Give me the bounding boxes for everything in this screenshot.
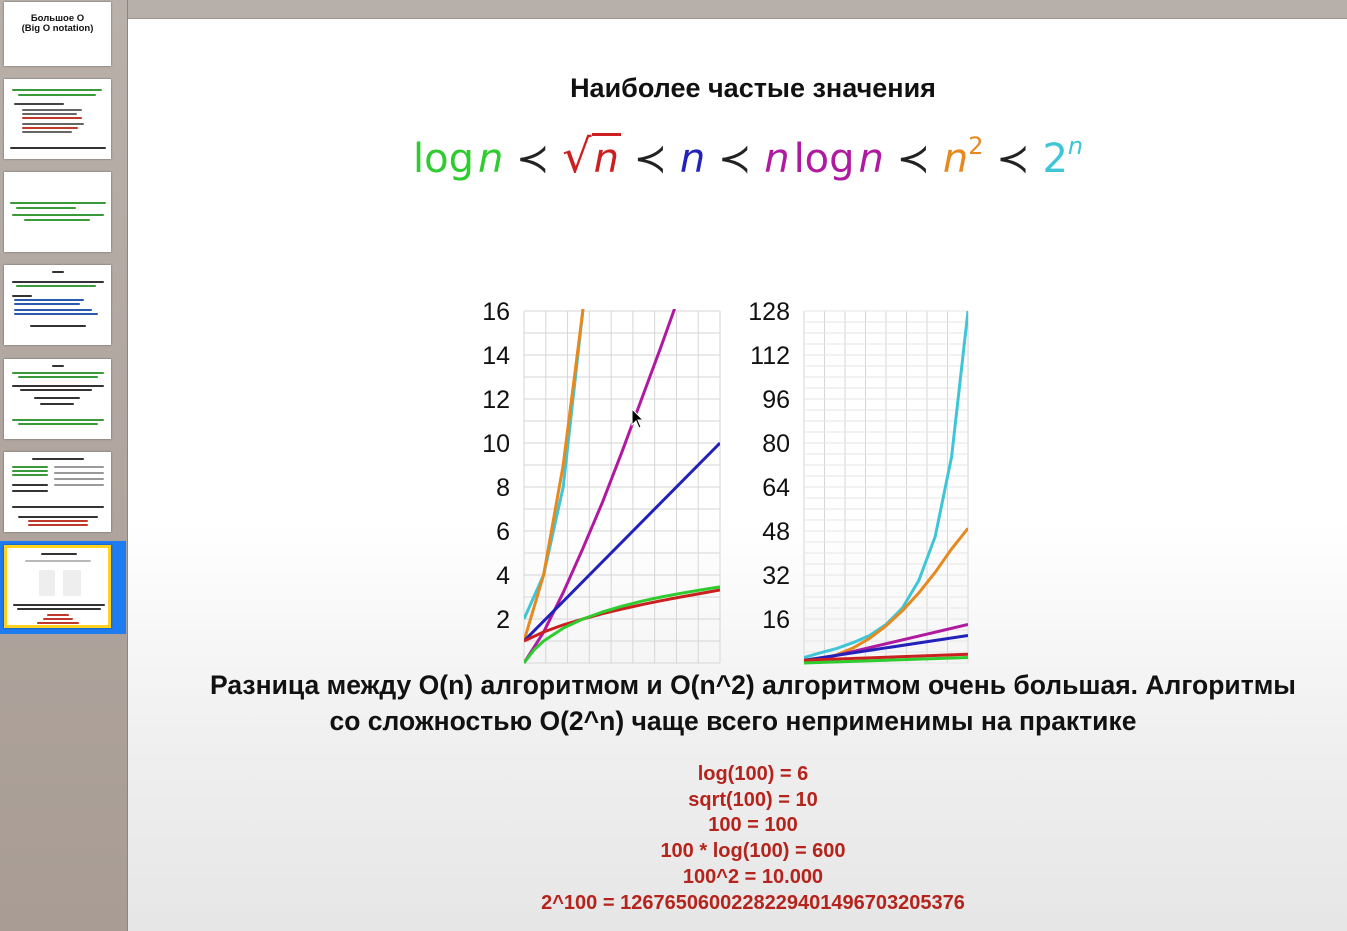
- y-tick-label: 4: [496, 562, 510, 590]
- value-line: 100 = 100: [708, 814, 798, 837]
- example-values: log(100) = 6 sqrt(100) = 10 100 = 100 100 *…: [128, 762, 1347, 916]
- slide-thumbnail-7-selected[interactable]: [4, 545, 111, 628]
- top-toolbar-strip: [128, 0, 1347, 19]
- formula-prec-3: ≺: [717, 136, 752, 182]
- slide-thumbnail-3[interactable]: [4, 172, 111, 252]
- formula-nlogn: n log n: [764, 136, 884, 182]
- growth-charts: 2 4 6 8 10 12 14 16 16 32 48 64 80 96 112 128: [482, 298, 969, 665]
- series-line: [804, 656, 968, 665]
- value-line: log(100) = 6: [697, 763, 809, 785]
- formula-2n: 2n: [1042, 131, 1084, 182]
- slide-thumbnail-1[interactable]: Большое О (Big O notation): [4, 2, 111, 66]
- value-line: 2^100 = 1267650600228229401496703205376: [541, 891, 965, 914]
- slide-bottom-text: Разница между O(n) алгоритмом и O(n^2) а…: [148, 667, 1347, 739]
- formula-prec-4: ≺: [896, 136, 931, 182]
- slide-thumbnails-sidebar[interactable]: Большое О (Big O notation): [0, 0, 128, 931]
- slide-canvas: Наиболее частые значения log n ≺ √n ≺ n …: [128, 19, 1347, 931]
- y-tick-label: 80: [762, 430, 790, 458]
- slide-thumbnail-2[interactable]: [4, 79, 111, 159]
- y-tick-label: 48: [762, 518, 790, 546]
- slide-thumbnail-title: Большое О (Big O notation): [21, 13, 94, 34]
- y-tick-label: 96: [762, 386, 790, 414]
- y-tick-label: 2: [496, 606, 510, 634]
- y-tick-label: 6: [496, 518, 510, 546]
- formula-n: n: [679, 136, 706, 182]
- series-line: [524, 309, 677, 664]
- slide-title: Наиболее частые значения: [570, 73, 936, 103]
- y-tick-label: 112: [750, 342, 790, 370]
- y-tick-label: 16: [482, 298, 510, 326]
- formula-prec-1: ≺: [516, 136, 550, 182]
- slide-thumbnail-5[interactable]: [4, 359, 111, 439]
- y-tick-label: 12: [482, 386, 510, 414]
- formula-logn: log n: [413, 136, 504, 182]
- series-line: [804, 652, 968, 662]
- formula-prec-5: ≺: [996, 136, 1030, 182]
- y-tick-label: 128: [748, 298, 790, 326]
- series-line: [524, 441, 720, 643]
- series-line: [524, 585, 720, 664]
- formula-prec-2: ≺: [633, 136, 668, 182]
- value-line: 100^2 = 10.000: [682, 865, 824, 888]
- y-tick-label: 14: [482, 342, 510, 370]
- series-line: [524, 309, 585, 642]
- chart-2: 16 32 48 64 80 96 112 128: [748, 298, 969, 665]
- formula-n2: n2: [942, 131, 984, 182]
- y-tick-label: 64: [762, 474, 790, 502]
- complexity-order-formula: log n ≺ √n ≺ n ≺ n log n ≺ n2 ≺ 2n: [413, 129, 1083, 199]
- series-line: [524, 309, 585, 620]
- y-tick-label: 16: [762, 606, 790, 634]
- y-tick-label: 10: [482, 430, 510, 458]
- y-tick-label: 8: [496, 474, 510, 502]
- series-line: [804, 634, 968, 662]
- slide-thumbnail-6[interactable]: [4, 452, 111, 532]
- value-line: 100 * log(100) = 600: [660, 840, 846, 863]
- value-line: sqrt(100) = 10: [688, 788, 818, 811]
- bottom-text-line-2: со сложностью O(2^n) чаще всего непримен…: [329, 706, 1137, 736]
- y-tick-label: 32: [762, 562, 790, 590]
- formula-sqrtn: √n: [562, 129, 621, 183]
- series-line: [524, 588, 720, 643]
- slide-thumbnail-4[interactable]: [4, 265, 111, 345]
- chart-1: 2 4 6 8 10 12 14 16: [482, 298, 721, 664]
- bottom-text-line-1: Разница между O(n) алгоритмом и O(n^2) а…: [210, 670, 1296, 700]
- mouse-pointer-icon: [631, 408, 645, 429]
